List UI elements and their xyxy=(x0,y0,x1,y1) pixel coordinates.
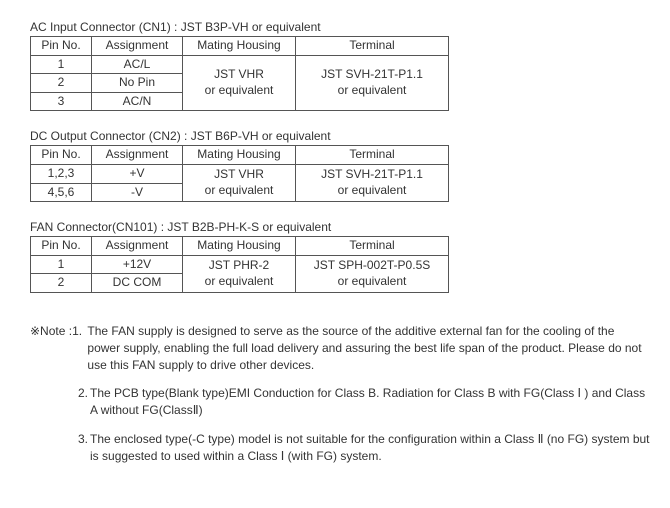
th-mating: Mating Housing xyxy=(183,237,296,256)
th-terminal: Terminal xyxy=(296,37,449,56)
th-assign: Assignment xyxy=(92,146,183,165)
cell-assign: AC/L xyxy=(92,55,183,74)
th-pin: Pin No. xyxy=(31,146,92,165)
note-prefix: ※Note : xyxy=(30,323,72,373)
cell-assign: AC/N xyxy=(92,92,183,111)
cell-assign: DC COM xyxy=(92,274,183,293)
cell-pin: 1 xyxy=(31,255,92,274)
th-terminal: Terminal xyxy=(296,146,449,165)
table1: Pin No. Assignment Mating Housing Termin… xyxy=(30,36,449,111)
th-pin: Pin No. xyxy=(31,37,92,56)
cell-terminal: JST SPH-002T-P0.5Sor equivalent xyxy=(296,255,449,292)
cell-assign: +V xyxy=(92,164,183,183)
cell-mating: JST VHRor equivalent xyxy=(183,55,296,111)
th-pin: Pin No. xyxy=(31,237,92,256)
table2: Pin No. Assignment Mating Housing Termin… xyxy=(30,145,449,202)
cell-assign: -V xyxy=(92,183,183,202)
note-text: The enclosed type(-C type) model is not … xyxy=(90,431,650,465)
note-number: 3. xyxy=(78,431,90,465)
table3-title: FAN Connector(CN101) : JST B2B-PH-K-S or… xyxy=(30,220,650,234)
cell-pin: 4,5,6 xyxy=(31,183,92,202)
table2-title: DC Output Connector (CN2) : JST B6P-VH o… xyxy=(30,129,650,143)
cell-pin: 3 xyxy=(31,92,92,111)
cell-assign: No Pin xyxy=(92,74,183,93)
note-text: The PCB type(Blank type)EMI Conduction f… xyxy=(90,385,650,419)
table3: Pin No. Assignment Mating Housing Termin… xyxy=(30,236,449,293)
cell-pin: 1,2,3 xyxy=(31,164,92,183)
th-terminal: Terminal xyxy=(296,237,449,256)
th-assign: Assignment xyxy=(92,237,183,256)
notes-block: ※Note : 1. The FAN supply is designed to… xyxy=(30,323,650,465)
cell-pin: 2 xyxy=(31,74,92,93)
cell-pin: 2 xyxy=(31,274,92,293)
note-number: 2. xyxy=(78,385,90,419)
cell-terminal: JST SVH-21T-P1.1or equivalent xyxy=(296,55,449,111)
note-number: 1. xyxy=(72,323,87,373)
th-assign: Assignment xyxy=(92,37,183,56)
cell-terminal: JST SVH-21T-P1.1or equivalent xyxy=(296,164,449,201)
cell-pin: 1 xyxy=(31,55,92,74)
note-text: The FAN supply is designed to serve as t… xyxy=(87,323,650,373)
th-mating: Mating Housing xyxy=(183,146,296,165)
cell-mating: JST PHR-2or equivalent xyxy=(183,255,296,292)
table1-title: AC Input Connector (CN1) : JST B3P-VH or… xyxy=(30,20,650,34)
cell-assign: +12V xyxy=(92,255,183,274)
cell-mating: JST VHRor equivalent xyxy=(183,164,296,201)
th-mating: Mating Housing xyxy=(183,37,296,56)
